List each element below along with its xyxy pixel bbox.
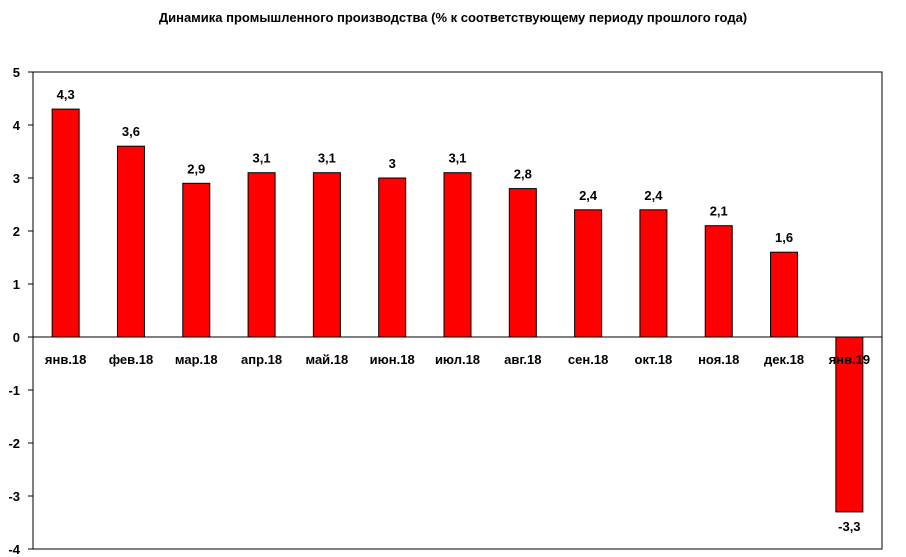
data-label: 1,6 xyxy=(775,230,793,245)
x-tick-label: ноя.18 xyxy=(698,352,739,367)
bar xyxy=(574,209,603,338)
bars xyxy=(51,108,864,513)
data-label: -3,3 xyxy=(838,519,860,534)
bar xyxy=(704,225,733,338)
bar xyxy=(378,177,407,338)
y-tick-label: 5 xyxy=(13,65,20,80)
bar xyxy=(639,209,668,338)
x-tick-label: авг.18 xyxy=(504,352,541,367)
y-tick-label: 0 xyxy=(13,330,20,345)
data-label: 2,9 xyxy=(187,161,205,176)
data-label: 2,8 xyxy=(514,167,532,182)
y-tick-label: 1 xyxy=(13,277,20,292)
x-tick-label: апр.18 xyxy=(241,352,282,367)
data-label: 2,4 xyxy=(644,188,663,203)
x-tick-label: мар.18 xyxy=(175,352,218,367)
x-tick-labels: янв.18 фев.18 мар.18 апр.18 май.18 июн.18 июл.… xyxy=(45,352,870,367)
x-tick-label: июн.18 xyxy=(370,352,415,367)
bar xyxy=(508,188,537,338)
bar xyxy=(182,182,211,338)
x-tick-label: сен.18 xyxy=(568,352,608,367)
data-label: 4,3 xyxy=(57,87,75,102)
y-tick-label: 3 xyxy=(13,171,20,186)
bar xyxy=(116,145,145,338)
data-label: 3,1 xyxy=(448,151,466,166)
data-label: 3 xyxy=(389,156,396,171)
x-tick-label: окт.18 xyxy=(635,352,673,367)
y-tick-label: -2 xyxy=(8,436,20,451)
bar xyxy=(443,172,472,338)
data-label: 2,1 xyxy=(710,204,728,219)
data-labels: 4,3 3,6 2,9 3,1 3,1 3 3,1 2,8 2,4 2,4 2,1 1,6 -3,3 xyxy=(57,87,861,534)
y-tick-label: -1 xyxy=(8,383,20,398)
data-label: 3,1 xyxy=(318,151,336,166)
x-tick-label: июл.18 xyxy=(435,352,480,367)
y-tick-label: -3 xyxy=(8,489,20,504)
x-tick-label: фев.18 xyxy=(109,352,154,367)
bar xyxy=(51,108,80,338)
data-label: 2,4 xyxy=(579,188,598,203)
bar xyxy=(247,172,276,338)
bar xyxy=(770,251,799,338)
x-tick-label: май.18 xyxy=(306,352,349,367)
y-tick-label: 2 xyxy=(13,224,20,239)
y-tick-label: -4 xyxy=(8,542,20,557)
y-tick-label: 4 xyxy=(13,118,21,133)
y-axis: 5 4 3 2 1 0 -1 -2 -3 -4 xyxy=(8,65,33,557)
x-tick-label: янв.18 xyxy=(45,352,87,367)
bar xyxy=(312,172,341,338)
x-tick-label: дек.18 xyxy=(764,352,804,367)
bar xyxy=(835,336,864,513)
chart-title: Динамика промышленного производства (% к… xyxy=(158,10,748,25)
data-label: 3,1 xyxy=(253,151,271,166)
data-label: 3,6 xyxy=(122,124,140,139)
x-tick-label: янв.19 xyxy=(829,352,871,367)
